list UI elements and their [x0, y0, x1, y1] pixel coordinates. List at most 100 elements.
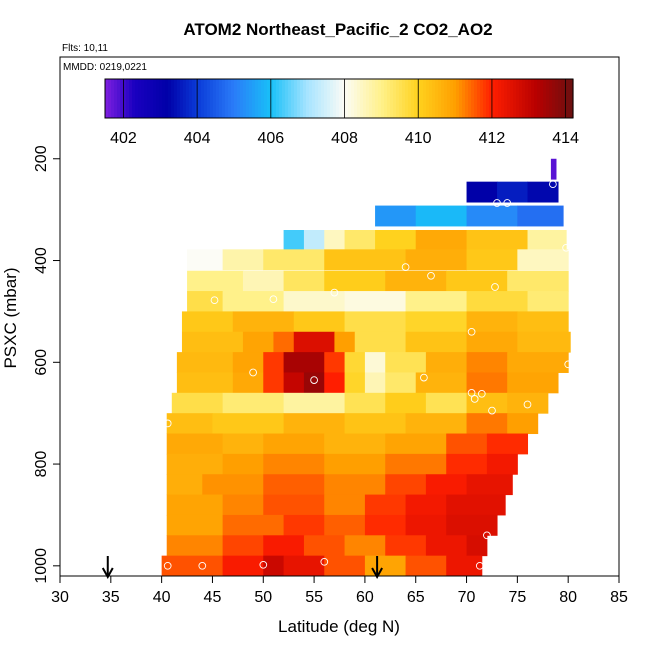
- curtain-cell: [425, 392, 468, 414]
- curtain-cell: [263, 433, 325, 455]
- curtain-cell: [212, 413, 285, 435]
- curtain-cell: [446, 270, 508, 292]
- curtain-cell: [415, 230, 468, 251]
- curtain-cell: [263, 535, 305, 557]
- curtain-cell: [187, 249, 224, 271]
- curtain-cell: [466, 249, 518, 271]
- curtain-cell: [405, 291, 468, 312]
- x-tick-label: 45: [204, 589, 222, 606]
- curtain-cell: [550, 158, 557, 180]
- sample-point: [491, 283, 499, 291]
- curtain-cell: [166, 494, 224, 516]
- curtain-cell: [517, 205, 564, 227]
- y-tick-label: 400: [33, 247, 50, 274]
- curtain-cell: [364, 514, 407, 536]
- curtain-cell: [293, 311, 346, 333]
- curtain-cell: [263, 453, 325, 475]
- colorbar-tick-label: 404: [184, 130, 211, 147]
- sample-point: [330, 288, 339, 297]
- curtain-cell: [446, 453, 488, 475]
- curtain-cell: [466, 535, 488, 557]
- chart-title: ATOM2 Northeast_Pacific_2 CO2_AO2: [183, 20, 492, 39]
- x-axis-label: Latitude (deg N): [278, 617, 400, 636]
- curtain-cell: [263, 494, 325, 516]
- curtain-cell: [385, 352, 427, 373]
- curtain-cell: [466, 392, 508, 414]
- curtain-cell: [405, 555, 447, 577]
- colorbar-tick-label: 406: [257, 130, 284, 147]
- curtain-cell: [344, 352, 366, 373]
- curtain-cell: [364, 555, 407, 577]
- sample-point: [470, 395, 479, 403]
- curtain-cell: [364, 494, 407, 516]
- curtain-cell: [425, 535, 468, 557]
- y-tick-label: 600: [33, 349, 50, 376]
- curtain-cell: [161, 555, 224, 577]
- curtain-cell: [324, 270, 386, 292]
- curtain-cell: [263, 474, 325, 496]
- curtain-cell: [181, 311, 234, 333]
- curtain-cell: [324, 433, 386, 455]
- curtain-cell: [405, 413, 468, 435]
- sample-point: [467, 388, 476, 397]
- curtain-cell: [222, 249, 264, 271]
- curtain-cell: [263, 372, 285, 394]
- y-axis: 200 400 600 800 1000: [33, 145, 60, 584]
- curtain-cell: [202, 474, 264, 496]
- x-tick-label: 85: [610, 589, 628, 606]
- curtain-cell: [375, 205, 417, 227]
- curtain-cell: [344, 413, 407, 435]
- sample-point: [549, 180, 557, 189]
- sample-point: [269, 295, 278, 304]
- curtain-cell: [466, 205, 518, 227]
- curtain-cell: [176, 352, 234, 373]
- curtain-cell: [466, 352, 508, 373]
- y-tick-label: 1000: [33, 548, 50, 584]
- sample-point: [503, 199, 512, 207]
- colorbar-tick-label: 410: [405, 130, 432, 147]
- colorbar-tick-label: 412: [479, 130, 506, 147]
- curtain-cell: [344, 372, 366, 394]
- curtain-cell: [405, 311, 468, 333]
- curtain-cell: [405, 514, 447, 536]
- curtain-cell: [222, 433, 264, 455]
- down-arrow-icon: [101, 556, 114, 580]
- sample-point: [320, 557, 329, 566]
- x-tick-label: 65: [407, 589, 425, 606]
- curtain-cell: [446, 555, 483, 577]
- curtain-cell: [385, 474, 427, 496]
- x-tick-label: 60: [356, 589, 374, 606]
- curtain-cell: [507, 270, 569, 292]
- curtain-cell: [263, 249, 325, 271]
- curtain-cell: [222, 291, 285, 312]
- curtain-cell: [425, 352, 468, 373]
- curtain-cell: [303, 535, 346, 557]
- curtain-cell: [324, 514, 366, 536]
- y-tick-label: 200: [33, 145, 50, 172]
- curtain-cell: [375, 230, 417, 251]
- curtain-cell: [283, 514, 325, 536]
- curtain-cell: [517, 311, 569, 333]
- sample-point: [259, 560, 268, 569]
- x-tick-label: 70: [458, 589, 476, 606]
- colorbar-tick-label: 402: [110, 130, 137, 147]
- sample-point: [401, 263, 410, 271]
- curtain-cell: [324, 453, 386, 475]
- curtain-cell: [446, 514, 498, 536]
- curtain-cell: [486, 433, 529, 455]
- curtain-cell: [187, 291, 224, 312]
- curtain-cell: [344, 535, 386, 557]
- x-axis: 30 35 40 45 50 55 60 65 70 75 80 85: [51, 575, 628, 606]
- curtain-cell: [181, 331, 244, 353]
- curtain-cell: [344, 392, 386, 414]
- curtain-cell: [405, 494, 447, 516]
- curtain-cell: [324, 249, 407, 271]
- curtain-cell: [187, 270, 244, 292]
- curtain-cell: [344, 311, 407, 333]
- curtain-cell: [283, 270, 325, 292]
- sample-point: [420, 373, 428, 382]
- curtain-cell: [166, 433, 224, 455]
- curtain-cell: [242, 331, 274, 353]
- sample-point: [475, 561, 484, 570]
